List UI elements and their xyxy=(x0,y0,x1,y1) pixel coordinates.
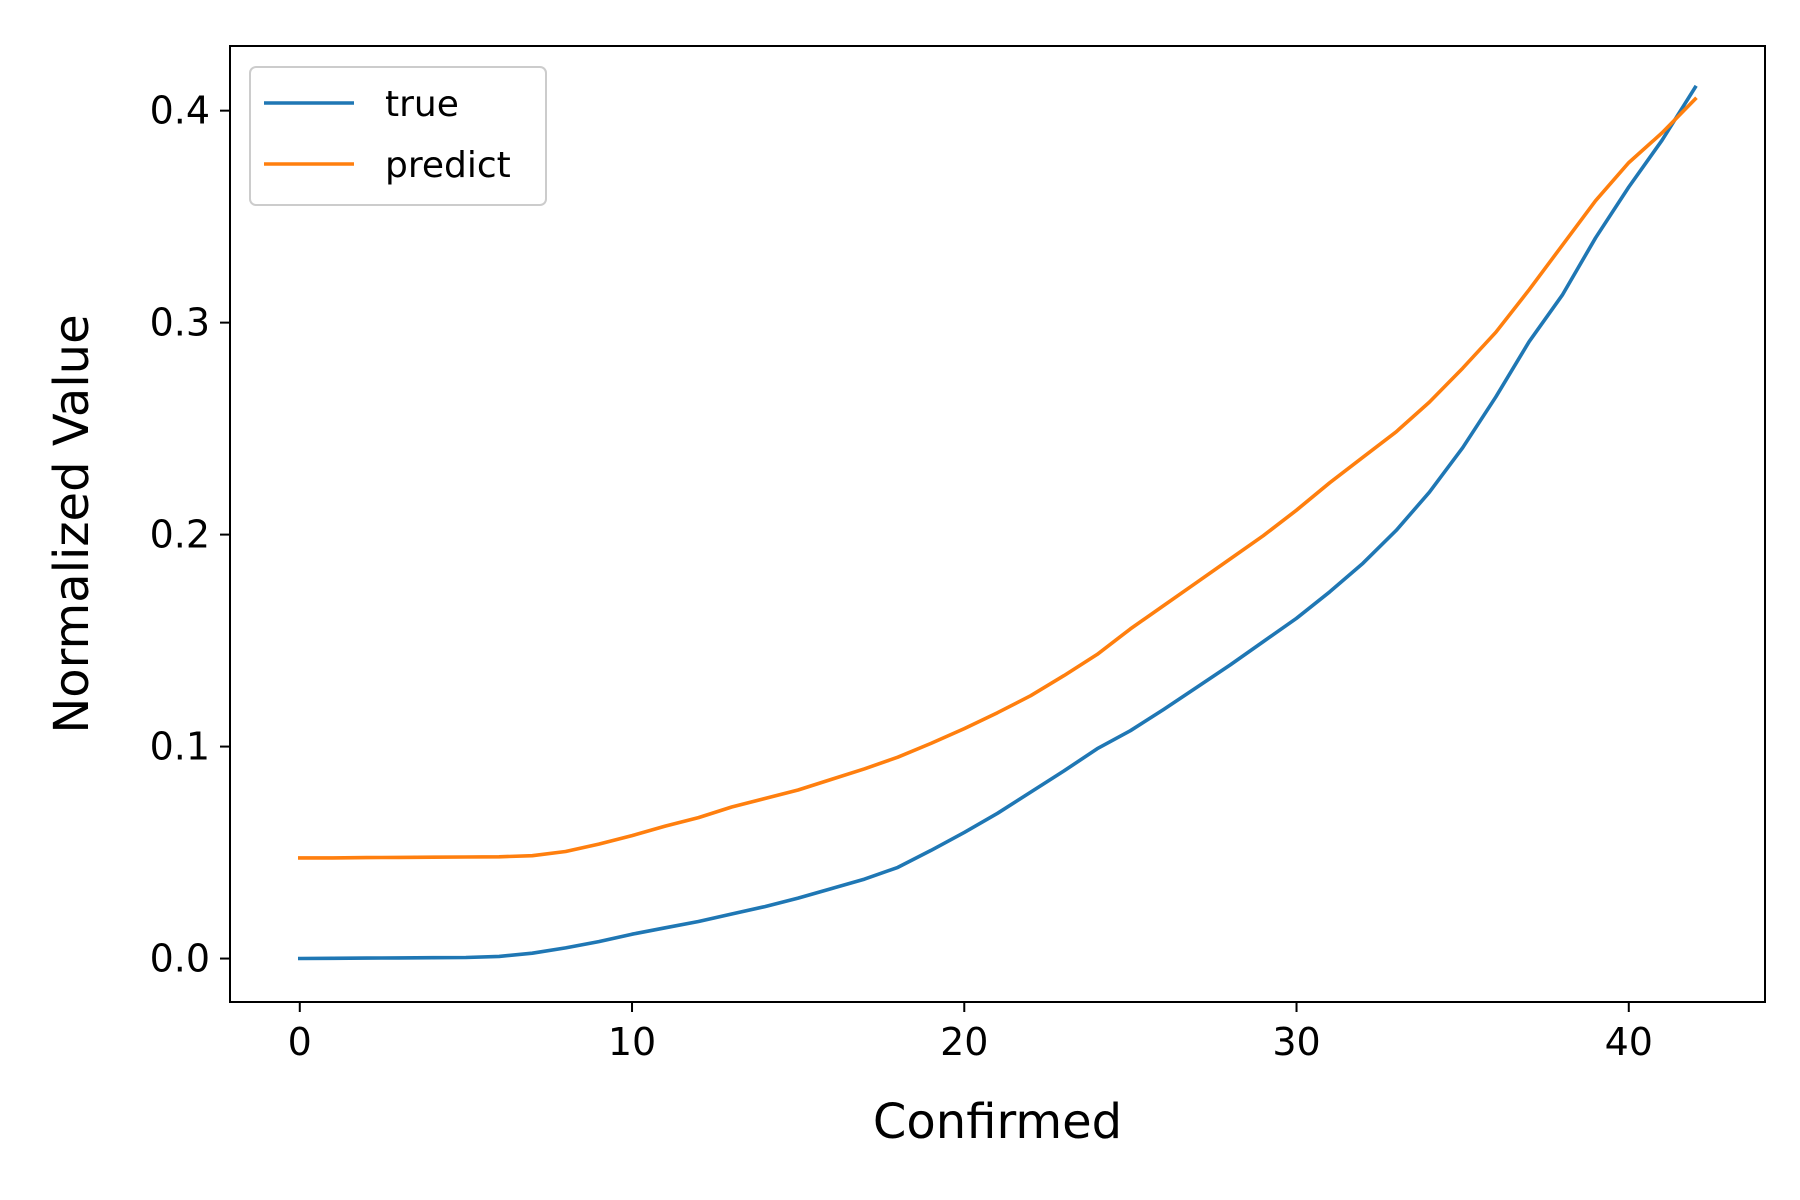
legend-label-true: true xyxy=(385,84,459,125)
series-line-predict xyxy=(297,96,1698,860)
x-tick-label: 0 xyxy=(288,1020,312,1064)
y-tick-label: 0.3 xyxy=(150,301,210,345)
ticks-layer: 0 10 20 30 40 0.0 0.1 0.2 0.3 0.4 xyxy=(150,89,1653,1064)
y-tick-label: 0.0 xyxy=(150,937,210,981)
legend: true predict xyxy=(249,66,547,206)
series-layer xyxy=(297,84,1698,961)
legend-label-predict: predict xyxy=(385,145,511,186)
axes-frame xyxy=(229,45,1766,1003)
x-tick-label: 30 xyxy=(1272,1020,1320,1064)
y-tick-label: 0.1 xyxy=(150,725,210,769)
x-tick-label: 40 xyxy=(1605,1020,1653,1064)
x-axis-label: Confirmed xyxy=(873,1094,1122,1150)
axes-layer xyxy=(229,45,1766,1003)
series-line-true xyxy=(297,84,1698,961)
x-tick-label: 10 xyxy=(608,1020,656,1064)
x-tick-label: 20 xyxy=(940,1020,988,1064)
y-axis-label: Normalized Value xyxy=(44,314,100,733)
y-tick-label: 0.2 xyxy=(150,513,210,557)
y-tick-label: 0.4 xyxy=(150,89,210,133)
